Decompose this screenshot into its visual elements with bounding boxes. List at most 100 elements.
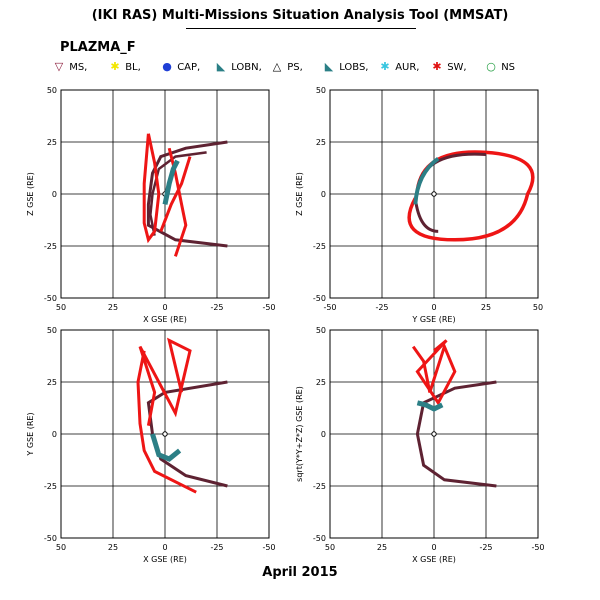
x-tick-label: -25 [210,543,223,552]
x-tick-label: 25 [108,303,118,312]
triangle-up-icon: △ [272,60,282,73]
dot-icon: ● [162,60,172,73]
title-underline [186,28,416,29]
y-tick-label: 0 [321,190,326,199]
y-tick-label: -50 [44,294,57,303]
orbit-trace [162,159,180,205]
x-tick-label: 25 [377,543,387,552]
orbit-trace [167,147,188,257]
y-tick-label: 0 [52,190,57,199]
y-tick-label: 25 [47,378,57,387]
x-tick-label: 25 [108,543,118,552]
orbit-trace [413,198,439,233]
date-label: April 2015 [262,565,338,580]
x-tick-label: 0 [431,543,436,552]
x-tick-label: -50 [262,303,275,312]
x-tick-label: 0 [162,303,167,312]
mission-name: PLAZMA_F [60,40,136,55]
legend-label: CAP, [177,62,201,73]
y-axis-label: Y GSE (RE) [26,412,35,456]
x-tick-label: -50 [323,303,336,312]
legend-item-ps: △ PS, [270,60,303,73]
orbit-trace [407,150,535,242]
x-axis-label: X GSE (RE) [143,315,187,324]
legend-item-aur: ✱ AUR, [378,60,419,73]
x-tick-label: -25 [210,303,223,312]
y-axis-label: sqrt(Y*Y+Z*Z) GSE (RE) [295,386,304,482]
orbit-trace [138,337,192,426]
plot-frame [329,329,539,539]
legend-label: MS, [69,62,88,73]
x-tick-label: -50 [262,543,275,552]
y-tick-label: 25 [316,378,326,387]
orbit-trace [413,156,440,205]
orbit-trace [136,350,197,494]
x-tick-label: -25 [375,303,388,312]
x-tick-label: 50 [325,543,335,552]
asterisk-icon: ✱ [380,60,390,73]
legend-item-lobn: ◣ LOBN, [214,60,262,73]
legend-item-bl: ✱ BL, [108,60,140,73]
x-tick-label: 50 [533,303,543,312]
legend-item-lobs: ◣ LOBS, [322,60,369,73]
earth-marker [162,191,168,197]
figure-title: (IKI RAS) Multi-Missions Situation Analy… [91,8,509,23]
legend: ▽ MS, ✱ BL, ● CAP, ◣ LOBN, △ PS, ◣ LOBS,… [0,60,600,78]
orbit-trace [415,152,487,191]
legend-label: LOBN, [231,62,262,73]
y-tick-label: 50 [47,86,57,95]
x-axis-label: Y GSE (RE) [411,315,455,324]
plot-frame [60,329,270,539]
y-tick-label: 50 [47,326,57,335]
x-tick-label: 50 [56,543,66,552]
orbit-trace [159,156,192,232]
y-tick-label: -50 [44,534,57,543]
x-tick-label: 0 [162,543,167,552]
y-tick-label: -25 [313,482,326,491]
x-tick-label: 25 [481,303,491,312]
earth-marker [431,191,437,197]
orbit-trace [146,380,228,488]
legend-label: LOBS, [339,62,369,73]
x-tick-label: -25 [479,543,492,552]
legend-label: PS, [287,62,303,73]
legend-item-cap: ● CAP, [160,60,200,73]
y-tick-label: 50 [316,86,326,95]
orbit-trace [142,133,161,244]
orbit-trace [146,140,228,248]
asterisk-icon: ✱ [432,60,442,73]
earth-marker [162,431,168,437]
x-tick-label: 50 [56,303,66,312]
y-tick-label: 0 [52,430,57,439]
wedge-icon: ◣ [216,60,226,73]
legend-label: NS [501,62,516,73]
y-tick-label: 50 [316,326,326,335]
legend-item-ns: ○ NS [484,60,515,73]
y-tick-label: 0 [321,430,326,439]
legend-label: SW, [447,62,467,73]
y-tick-label: -25 [313,242,326,251]
x-tick-label: -50 [531,543,544,552]
plot-frame [60,89,270,299]
x-tick-label: 0 [431,303,436,312]
orbit-trace [416,400,444,412]
circle-icon: ○ [486,60,496,73]
orbit-trace [150,433,182,462]
legend-label: AUR, [395,62,420,73]
asterisk-icon: ✱ [110,60,120,73]
x-axis-label: X GSE (RE) [143,555,187,564]
orbit-trace [149,151,207,236]
orbit-trace [411,339,457,406]
legend-item-sw: ✱ SW, [430,60,467,73]
plot-frame [329,89,539,299]
y-tick-label: 25 [47,138,57,147]
legend-item-ms: ▽ MS, [52,60,88,73]
y-axis-label: Z GSE (RE) [295,172,304,216]
y-tick-label: -25 [44,482,57,491]
y-axis-label: Z GSE (RE) [26,172,35,216]
earth-marker [431,431,437,437]
y-tick-label: -25 [44,242,57,251]
orbit-trace [415,380,497,488]
